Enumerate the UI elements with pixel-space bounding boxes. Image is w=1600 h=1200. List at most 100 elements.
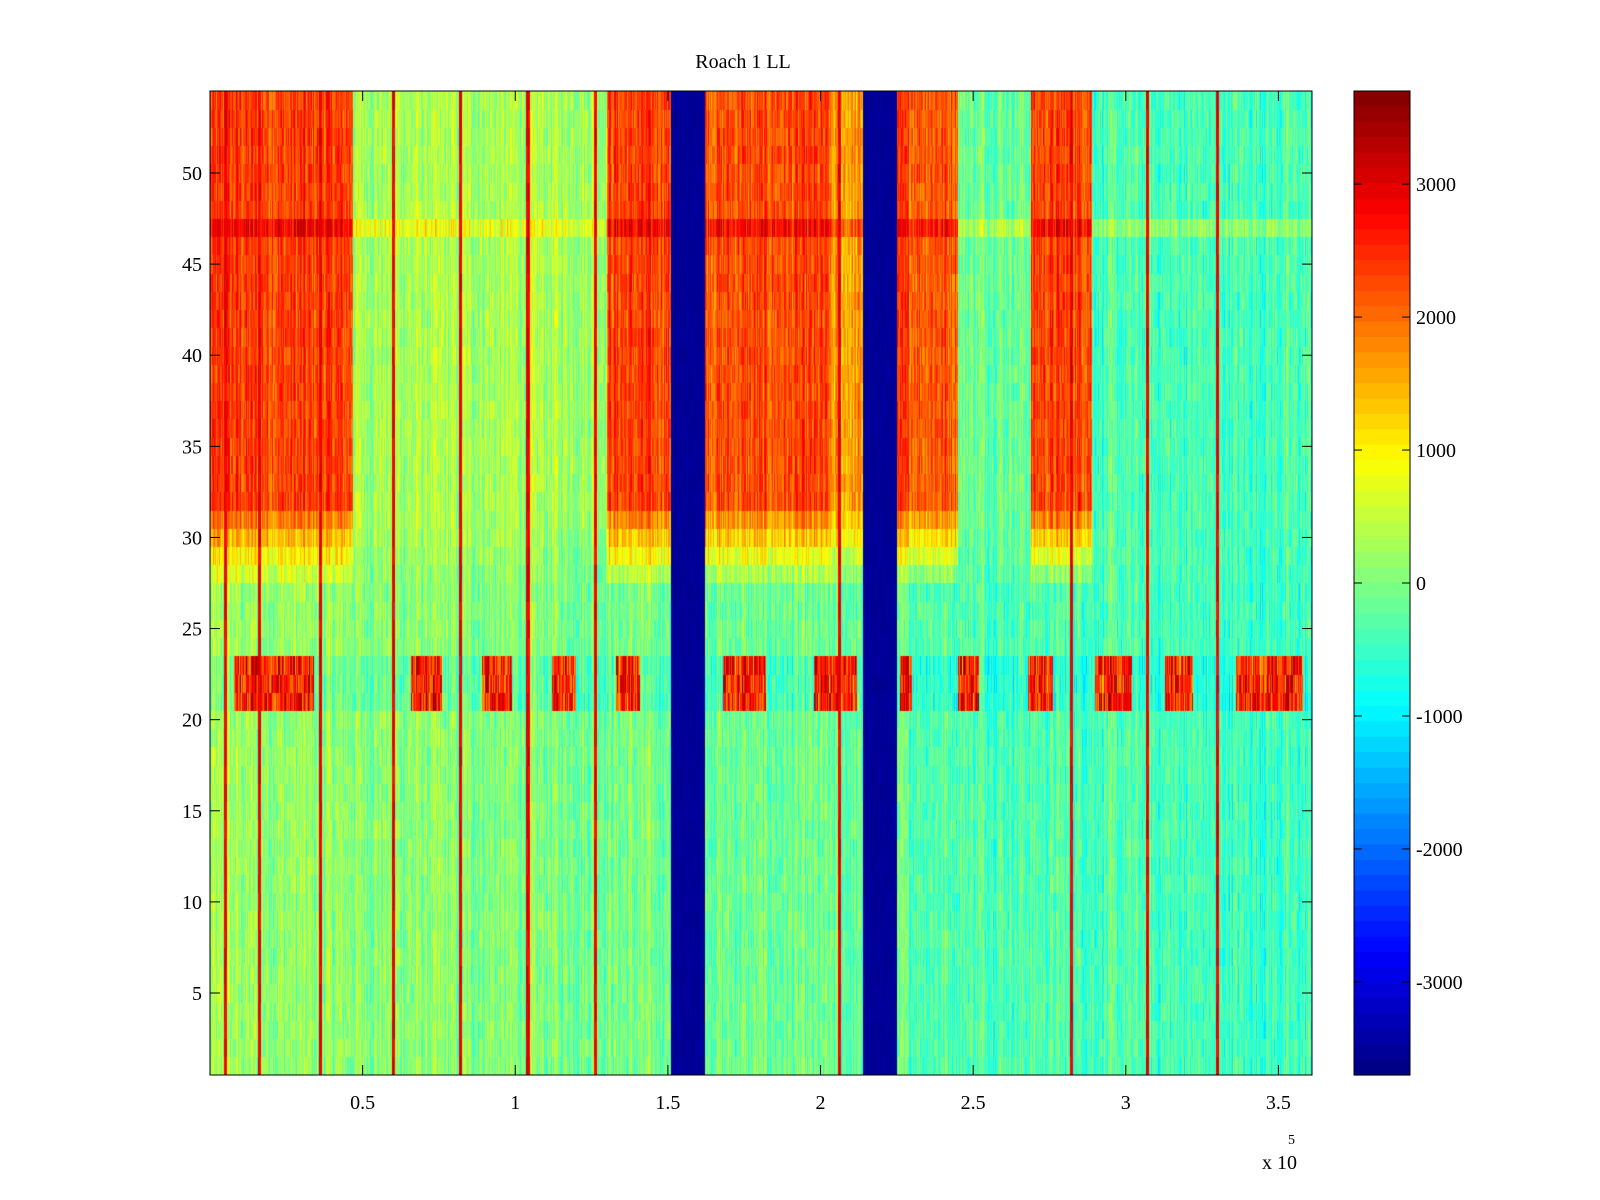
y-tick-label: 40 <box>182 345 202 367</box>
colorbar-gradient <box>1354 91 1410 1076</box>
colorbar-step <box>1354 598 1410 615</box>
colorbar-step <box>1354 367 1410 384</box>
colorbar-step <box>1354 967 1410 984</box>
colorbar-step <box>1354 152 1410 169</box>
x-tick-label: 2.5 <box>961 1092 986 1114</box>
colorbar-step <box>1354 214 1410 230</box>
x-axis-exponent-power: 5 <box>1288 1133 1295 1148</box>
colorbar-step <box>1354 690 1410 707</box>
colorbar-step <box>1354 1044 1410 1061</box>
colorbar-tick-label: 1000 <box>1416 440 1456 462</box>
y-tick-label: 15 <box>182 801 202 823</box>
colorbar-step <box>1354 275 1410 292</box>
colorbar-step <box>1354 552 1410 569</box>
colorbar-step <box>1354 198 1410 215</box>
colorbar-step <box>1354 736 1410 753</box>
colorbar-ticks: -3000 -2000 -1000 0 1000 2000 3000 <box>1354 174 1463 994</box>
colorbar-tick-label: 2000 <box>1416 307 1456 329</box>
colorbar-step <box>1354 137 1410 154</box>
colorbar-step <box>1354 982 1410 999</box>
colorbar-step <box>1354 521 1410 538</box>
y-tick-label: 30 <box>182 527 202 549</box>
colorbar-step <box>1354 767 1410 784</box>
colorbar-step <box>1354 844 1410 861</box>
colorbar-step <box>1354 306 1410 323</box>
colorbar-step <box>1354 905 1410 922</box>
colorbar-step <box>1354 460 1410 476</box>
colorbar-step <box>1354 321 1410 338</box>
x-tick-label: 3 <box>1121 1092 1131 1114</box>
chart-title: Roach 1 LL <box>695 51 791 73</box>
colorbar-step <box>1354 583 1410 599</box>
x-tick-label: 1 <box>510 1092 520 1114</box>
y-tick-label: 10 <box>182 892 202 914</box>
colorbar-step <box>1354 644 1410 661</box>
colorbar-step <box>1354 337 1410 353</box>
colorbar-step <box>1354 706 1410 722</box>
x-tick-label: 3.5 <box>1266 1092 1291 1114</box>
x-tick-label: 2 <box>816 1092 826 1114</box>
colorbar-step <box>1354 183 1410 200</box>
colorbar-step <box>1354 260 1410 277</box>
y-axis: 5 10 15 20 25 30 35 40 45 50 <box>182 163 1312 1005</box>
colorbar: -3000 -2000 -1000 0 1000 2000 3000 <box>1353 90 1463 1076</box>
colorbar-step <box>1354 1028 1410 1045</box>
colorbar-step <box>1354 952 1410 968</box>
colorbar-step <box>1354 91 1410 107</box>
colorbar-step <box>1354 752 1410 769</box>
colorbar-step <box>1354 352 1410 369</box>
colorbar-step <box>1354 798 1410 815</box>
colorbar-step <box>1354 629 1410 646</box>
colorbar-step <box>1354 290 1410 307</box>
colorbar-step <box>1354 675 1410 692</box>
colorbar-tick-label: -3000 <box>1416 972 1463 994</box>
colorbar-step <box>1354 106 1410 123</box>
colorbar-tick-label: 3000 <box>1416 174 1456 196</box>
colorbar-step <box>1354 875 1410 892</box>
x-tick-label: 0.5 <box>350 1092 375 1114</box>
y-tick-label: 25 <box>182 619 202 641</box>
colorbar-step <box>1354 613 1410 630</box>
colorbar-step <box>1354 121 1410 138</box>
colorbar-step <box>1354 659 1410 676</box>
colorbar-step <box>1354 398 1410 415</box>
colorbar-step <box>1354 244 1410 261</box>
colorbar-step <box>1354 721 1410 738</box>
colorbar-step <box>1354 1013 1410 1030</box>
colorbar-step <box>1354 1059 1410 1076</box>
colorbar-tick-label: 0 <box>1416 573 1426 595</box>
colorbar-step <box>1354 444 1410 461</box>
colorbar-step <box>1354 829 1410 845</box>
colorbar-step <box>1354 383 1410 400</box>
colorbar-step <box>1354 998 1410 1015</box>
colorbar-step <box>1354 229 1410 246</box>
y-tick-label: 45 <box>182 254 202 276</box>
colorbar-step <box>1354 782 1410 799</box>
colorbar-step <box>1354 536 1410 553</box>
colorbar-step <box>1354 859 1410 876</box>
y-tick-label: 35 <box>182 436 202 458</box>
plot-frame <box>209 90 1313 1076</box>
x-axis: 0.5 1 1.5 2 2.5 3 3.5 <box>350 91 1291 1114</box>
colorbar-step <box>1354 429 1410 446</box>
colorbar-tick-label: -1000 <box>1416 706 1463 728</box>
colorbar-tick-label: -2000 <box>1416 839 1463 861</box>
colorbar-step <box>1354 475 1410 492</box>
y-tick-label: 5 <box>192 983 202 1005</box>
x-tick-label: 1.5 <box>655 1092 680 1114</box>
colorbar-step <box>1354 890 1410 907</box>
x-axis-exponent-label: x 10 <box>1262 1152 1297 1174</box>
heatmap-image <box>210 91 1312 1075</box>
plot-area <box>209 90 1313 1076</box>
colorbar-step <box>1354 167 1410 184</box>
colorbar-step <box>1354 936 1410 953</box>
colorbar-step <box>1354 567 1410 584</box>
colorbar-step <box>1354 813 1410 830</box>
colorbar-step <box>1354 413 1410 430</box>
y-tick-label: 50 <box>182 163 202 185</box>
colorbar-step <box>1354 921 1410 938</box>
colorbar-step <box>1354 506 1410 523</box>
y-tick-label: 20 <box>182 710 202 732</box>
colorbar-step <box>1354 490 1410 507</box>
